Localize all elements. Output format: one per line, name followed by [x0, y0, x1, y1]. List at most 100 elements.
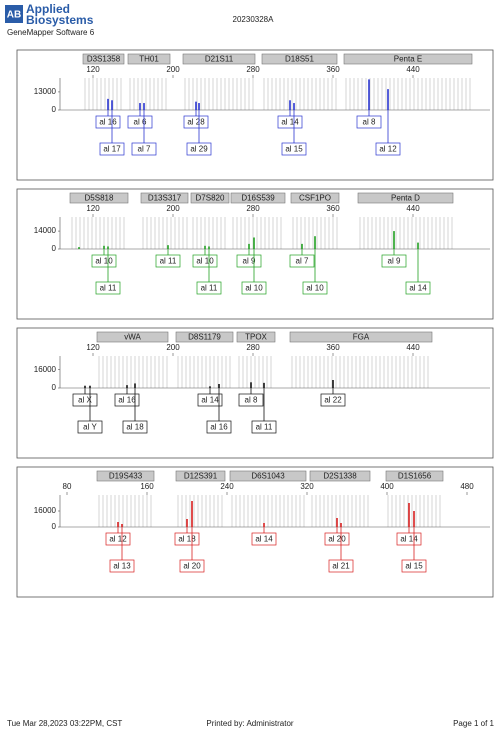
- call-box: [114, 393, 140, 407]
- x-tick-label: 280: [246, 65, 260, 74]
- locus-name: D21S11: [205, 55, 234, 64]
- locus-name: D16S539: [241, 194, 275, 203]
- brand: Applied: [26, 2, 70, 16]
- call-box: [91, 254, 117, 268]
- y-tick-label: 13000: [34, 87, 57, 96]
- call-label: al 15: [405, 562, 423, 571]
- locus-bar: [385, 470, 444, 482]
- call-label: al 14: [281, 118, 299, 127]
- x-tick-label: 440: [406, 204, 420, 213]
- call-box: [197, 393, 223, 407]
- software-name: GeneMapper Software 6: [7, 28, 95, 37]
- run-name: 20230328A: [233, 15, 275, 24]
- y-tick-label: 0: [52, 383, 57, 392]
- locus-name: FGA: [353, 333, 370, 342]
- locus-name: D1S1656: [398, 472, 432, 481]
- call-box: [401, 559, 427, 573]
- call-label: al 7: [296, 257, 309, 266]
- call-label: al 20: [328, 535, 346, 544]
- locus-bar: [357, 192, 454, 204]
- x-tick-label: 280: [246, 343, 260, 352]
- call-box: [381, 254, 407, 268]
- x-tick-label: 120: [86, 343, 100, 352]
- locus-bar: [127, 53, 171, 65]
- call-box: [192, 254, 218, 268]
- call-box: [99, 142, 125, 156]
- call-label: al 9: [388, 257, 401, 266]
- locus-bar: [175, 331, 234, 343]
- x-tick-label: 80: [63, 482, 72, 491]
- page-number: Page 1 of 1: [453, 719, 494, 728]
- y-tick-label: 0: [52, 244, 57, 253]
- call-label: al 15: [285, 145, 303, 154]
- x-tick-label: 280: [246, 204, 260, 213]
- locus-bar: [69, 192, 129, 204]
- locus-name: D3S1358: [87, 55, 121, 64]
- call-box: [289, 254, 315, 268]
- call-box: [302, 281, 328, 295]
- call-box: [328, 559, 354, 573]
- call-box: [277, 115, 303, 129]
- call-label: al 11: [201, 284, 218, 293]
- call-label: al 16: [99, 118, 117, 127]
- call-box: [186, 142, 212, 156]
- call-box: [95, 115, 121, 129]
- x-tick-label: 440: [406, 65, 420, 74]
- y-tick-label: 0: [52, 105, 57, 114]
- call-box: [105, 532, 131, 546]
- locus-bar: [229, 470, 307, 482]
- call-label: al 29: [190, 145, 208, 154]
- x-tick-label: 160: [140, 482, 154, 491]
- call-box: [375, 142, 401, 156]
- y-tick-label: 16000: [34, 506, 57, 515]
- call-box: [122, 420, 148, 434]
- call-label: al 17: [103, 145, 121, 154]
- call-box: [174, 532, 200, 546]
- call-label: al 7: [138, 145, 151, 154]
- locus-name: D12S391: [184, 472, 218, 481]
- locus-name: Penta D: [391, 194, 420, 203]
- call-box: [320, 393, 346, 407]
- call-label: al 14: [201, 396, 219, 405]
- locus-name: D6S1043: [251, 472, 285, 481]
- y-tick-label: 0: [52, 522, 57, 531]
- call-label: al 16: [118, 396, 136, 405]
- locus-name: D2S1338: [323, 472, 357, 481]
- x-tick-label: 400: [380, 482, 394, 491]
- locus-name: D8S1179: [188, 333, 221, 342]
- locus-name: Penta E: [394, 55, 422, 64]
- x-tick-label: 240: [220, 482, 234, 491]
- locus-name: vWA: [124, 333, 141, 342]
- locus-bar: [230, 192, 286, 204]
- call-label: al 10: [245, 284, 263, 293]
- x-tick-label: 120: [86, 204, 100, 213]
- call-box: [236, 254, 262, 268]
- call-label: al 11: [160, 257, 177, 266]
- call-label: al 9: [243, 257, 256, 266]
- call-box: [405, 281, 431, 295]
- call-label: al 28: [187, 118, 205, 127]
- call-label: al 10: [95, 257, 113, 266]
- locus-bar: [182, 53, 256, 65]
- locus-name: D7S820: [196, 194, 225, 203]
- y-tick-label: 14000: [34, 226, 57, 235]
- x-tick-label: 360: [326, 204, 340, 213]
- brand: Biosystems: [26, 13, 94, 27]
- panel-frame: [16, 466, 494, 598]
- call-box: [251, 532, 277, 546]
- locus-bar: [175, 470, 226, 482]
- timestamp: Tue Mar 28,2023 03:22PM, CST: [7, 719, 122, 728]
- call-box: [241, 281, 267, 295]
- locus-bar: [289, 331, 433, 343]
- locus-bar: [82, 53, 125, 65]
- call-label: al 18: [126, 423, 144, 432]
- call-box: [77, 420, 103, 434]
- x-tick-label: 200: [166, 343, 180, 352]
- locus-bar: [190, 192, 230, 204]
- call-box: [281, 142, 307, 156]
- locus-name: CSF1PO: [299, 194, 331, 203]
- call-box: [179, 559, 205, 573]
- call-label: al 8: [363, 118, 376, 127]
